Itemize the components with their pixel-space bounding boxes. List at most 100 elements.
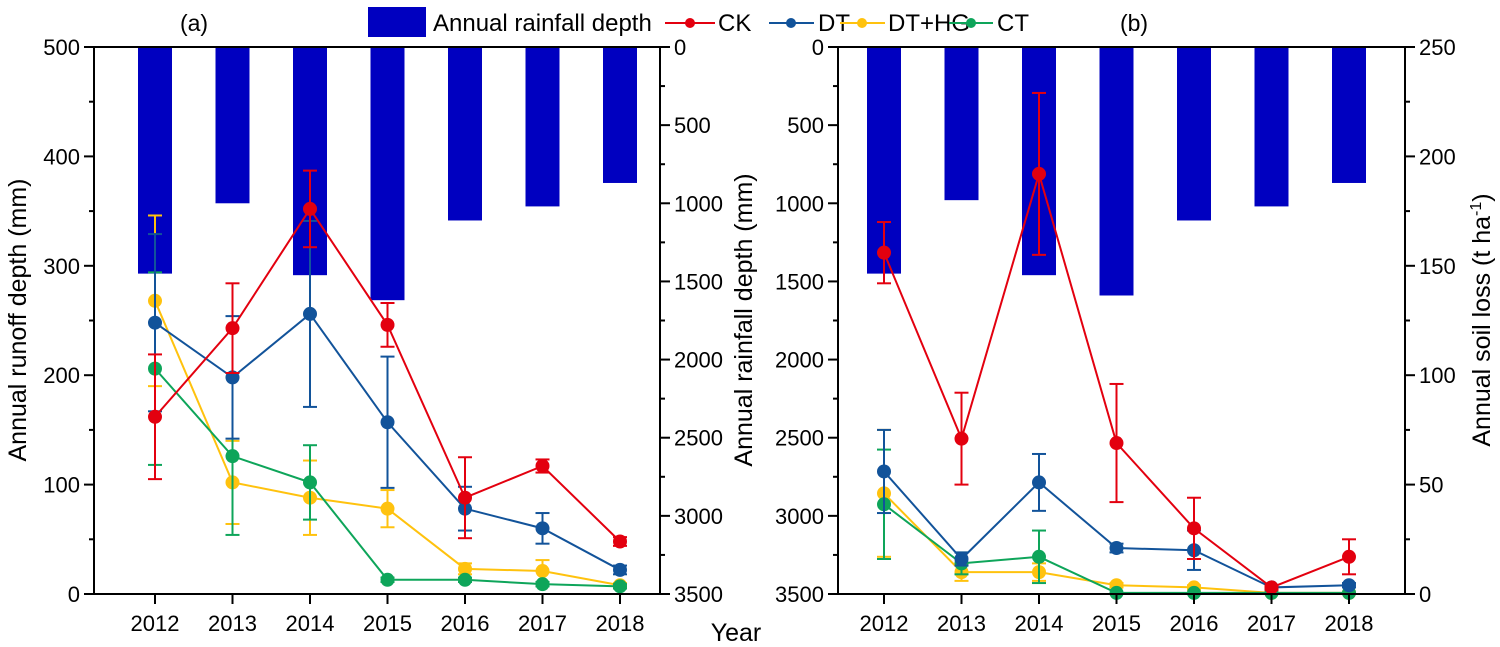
x-tick-label-2013: 2013: [208, 611, 257, 636]
legend: Annual rainfall depth CK DT DT+HG CT: [368, 7, 1029, 37]
data-point-ck-2014: [1032, 166, 1046, 181]
data-point-ck-2015: [1109, 436, 1124, 451]
legend-label-rainfall: Annual rainfall depth: [433, 10, 652, 37]
y-axis-title-rainfall: Annual rainfall depth (mm): [730, 173, 758, 466]
x-tick-label-2018: 2018: [1325, 611, 1374, 636]
soil-loss-title-main: Annual soil loss (t ha: [1468, 216, 1496, 447]
rainfall-bar-2018: [1332, 47, 1366, 183]
right-tick-label-3000: 3000: [674, 504, 723, 529]
x-tick-label-2016: 2016: [1170, 611, 1219, 636]
data-point-dt-2013: [954, 551, 969, 566]
data-point-ck-2015: [380, 317, 395, 332]
data-point-ck-2017: [1264, 580, 1279, 595]
legend-swatch-rainfall: [368, 7, 426, 37]
right-tick-label-0: 0: [1419, 582, 1431, 607]
data-point-ck-2014: [303, 201, 317, 216]
data-point-dthg-2015: [380, 501, 395, 516]
legend-marker-ct: [966, 18, 976, 28]
y-axis-title-soil-loss: Annual soil loss (t ha-1): [1468, 193, 1496, 446]
data-point-ck-2012: [148, 409, 162, 424]
data-point-dt-2015: [1109, 541, 1124, 556]
right-tick-label-500: 500: [674, 113, 711, 138]
panel-a: 2012 2013 2014 2015 2016 2017 2018 0 100 200 300 40…: [43, 35, 723, 636]
right-tick-label-200: 200: [1419, 144, 1456, 169]
data-point-dt-2014: [303, 306, 317, 321]
legend-marker-dthg: [857, 18, 867, 28]
left-tick-label-500: 500: [787, 113, 824, 138]
left-tick-label-200: 200: [43, 363, 80, 388]
rainfall-bar-2013: [215, 47, 250, 204]
data-point-ck-2013: [954, 431, 969, 446]
x-tick-label-2012: 2012: [860, 611, 909, 636]
data-point-dt-2014: [1032, 475, 1046, 490]
data-point-dt-2018: [1342, 578, 1356, 593]
right-tick-label-150: 150: [1419, 254, 1456, 279]
right-tick-label-0: 0: [674, 35, 686, 60]
left-tick-label-300: 300: [43, 254, 80, 279]
rainfall-bar-2013: [944, 47, 979, 201]
legend-marker-dt: [786, 18, 796, 28]
right-tick-label-1500: 1500: [674, 269, 723, 294]
data-point-dt-2015: [380, 415, 395, 430]
x-tick-label-2014: 2014: [1015, 611, 1064, 636]
data-point-dt-2018: [613, 562, 627, 577]
data-point-ck-2016: [458, 490, 472, 505]
data-point-ct-2015: [380, 572, 395, 587]
panel-a-series: [148, 169, 627, 594]
data-point-ct-2017: [535, 577, 550, 592]
soil-loss-title-end: ): [1468, 193, 1496, 201]
panel-a-rainfall-bars: [138, 47, 637, 301]
data-point-ct-2016: [458, 572, 472, 587]
right-tick-label-1000: 1000: [674, 191, 723, 216]
right-tick-label-50: 50: [1419, 473, 1443, 498]
right-tick-label-2500: 2500: [674, 426, 723, 451]
left-tick-label-400: 400: [43, 144, 80, 169]
left-tick-label-500: 500: [43, 35, 80, 60]
panel-b-axes: 2012 2013 2014 2015 2016 2017 2018050010001500…: [775, 35, 1456, 636]
x-tick-label-2012: 2012: [131, 611, 180, 636]
data-point-ct-2014: [303, 475, 317, 490]
data-point-ck-2018: [613, 534, 627, 549]
data-point-dthg-2017: [535, 564, 550, 579]
x-tick-label-2014: 2014: [286, 611, 335, 636]
data-point-dthg-2016: [458, 561, 472, 576]
x-axis-title-year: Year: [711, 619, 762, 647]
x-tick-label-2017: 2017: [1247, 611, 1296, 636]
panel-label-b: (b): [1120, 10, 1148, 36]
right-tick-label-100: 100: [1419, 363, 1456, 388]
rainfall-bar-2017: [1254, 47, 1289, 207]
rainfall-bar-2016: [1177, 47, 1211, 221]
data-point-ck-2012: [877, 245, 891, 260]
right-tick-label-250: 250: [1419, 35, 1456, 60]
data-point-ct-2016: [1187, 585, 1201, 600]
data-point-ct-2015: [1109, 585, 1124, 600]
right-tick-label-3500: 3500: [674, 582, 723, 607]
left-tick-label-0: 0: [812, 35, 824, 60]
data-point-ck-2016: [1187, 521, 1201, 536]
left-tick-label-2500: 2500: [775, 426, 824, 451]
data-point-ck-2013: [225, 321, 240, 336]
rainfall-bar-2016: [448, 47, 482, 221]
data-point-ck-2018: [1342, 549, 1356, 564]
legend-label-ct: CT: [997, 10, 1029, 37]
left-tick-label-3500: 3500: [775, 582, 824, 607]
data-point-ct-2013: [225, 449, 240, 464]
panel-a-axes: 2012 2013 2014 2015 2016 2017 2018 0 100 200 300 40…: [43, 35, 723, 636]
x-tick-label-2017: 2017: [518, 611, 567, 636]
panel-label-a: (a): [180, 10, 208, 36]
x-tick-label-2015: 2015: [363, 611, 412, 636]
right-tick-label-2000: 2000: [674, 348, 723, 373]
panel-b-rainfall-bars: [867, 47, 1366, 296]
x-tick-label-2013: 2013: [937, 611, 986, 636]
rainfall-bar-2015: [370, 47, 405, 301]
data-point-dt-2012: [877, 464, 891, 479]
soil-loss-title-superscript: -1: [1468, 202, 1485, 216]
left-tick-label-1000: 1000: [775, 191, 824, 216]
left-tick-label-0: 0: [68, 582, 80, 607]
rainfall-bar-2018: [603, 47, 637, 183]
data-point-dt-2017: [535, 521, 550, 536]
panel-b-series: [877, 91, 1356, 600]
x-tick-label-2018: 2018: [596, 611, 645, 636]
data-point-dt-2012: [148, 315, 162, 330]
